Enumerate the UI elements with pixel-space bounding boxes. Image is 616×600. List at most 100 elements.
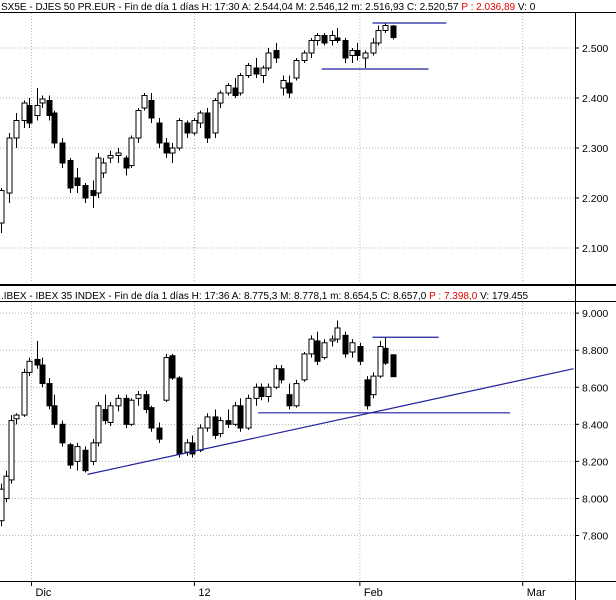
candle-up xyxy=(135,394,142,399)
y-tick-label: 2.100 xyxy=(582,243,608,255)
y-tick-label: 7.800 xyxy=(582,531,608,543)
header-top-period: Fin de día 1 días xyxy=(124,2,199,13)
header-bottom-low: m: 8.654,5 xyxy=(330,291,378,302)
header-bottom-name: IBEX 35 INDEX xyxy=(35,291,105,302)
candle-down xyxy=(364,379,371,407)
y-tick-label: 2.400 xyxy=(582,93,608,105)
y-tick-label: 8.200 xyxy=(582,456,608,468)
header-top-volume: V: 0 xyxy=(518,2,536,13)
candle-up xyxy=(0,488,5,522)
candle-down xyxy=(357,345,364,362)
header-bottom-text: .IBEX - IBEX 35 INDEX - Fin de día 1 día… xyxy=(1,291,529,302)
candle-down xyxy=(176,377,183,455)
candle-up xyxy=(21,102,28,121)
candle-up xyxy=(273,368,280,388)
candle-up xyxy=(107,405,114,423)
candle-down xyxy=(212,416,219,436)
candle-down xyxy=(334,37,341,41)
candle-down xyxy=(51,112,58,144)
candle-down xyxy=(225,420,232,425)
candle-up xyxy=(382,25,389,31)
candle-up xyxy=(253,386,260,399)
candle-up xyxy=(245,65,252,76)
candle-up xyxy=(169,147,176,154)
header-bottom-prev: P : 7.398,0 xyxy=(429,291,478,302)
candle-down xyxy=(253,67,260,75)
candle-up xyxy=(204,416,211,429)
candle-down xyxy=(123,157,130,169)
candle-down xyxy=(232,87,239,96)
candle-down xyxy=(67,160,74,189)
candle-up xyxy=(191,120,198,134)
candle-down xyxy=(342,334,349,355)
candle-up xyxy=(90,442,97,462)
candle-up xyxy=(8,420,15,481)
header-bottom-close: C: 8.657,0 xyxy=(380,291,427,302)
candle-up xyxy=(375,30,382,44)
candle-down xyxy=(148,407,155,429)
candle-up xyxy=(34,105,41,116)
candle-up xyxy=(349,50,356,56)
candle-down xyxy=(258,386,265,398)
candle-up xyxy=(225,85,232,94)
panel-separator xyxy=(0,284,616,286)
candle-up xyxy=(237,75,244,94)
x-tick-label: Mar xyxy=(527,587,546,599)
candle-up xyxy=(163,357,170,401)
candle-down xyxy=(148,100,155,119)
x-tick-label: 12 xyxy=(198,587,210,599)
candle-up xyxy=(95,405,102,444)
header-top-symbol: SX5E xyxy=(1,2,27,13)
candle-down xyxy=(286,394,293,407)
candle-down xyxy=(169,355,176,379)
y-tick-label: 2.300 xyxy=(582,143,608,155)
candle-down xyxy=(123,397,130,425)
candle-down xyxy=(39,364,46,385)
candle-up xyxy=(301,52,308,61)
header-top-close: C: 2.520,57 xyxy=(407,2,459,13)
candle-up xyxy=(260,67,267,76)
date-axis-border xyxy=(0,581,616,582)
candle-up xyxy=(308,338,315,355)
candle-up xyxy=(370,375,377,396)
candle-up xyxy=(74,446,81,462)
x-tick-label: Dic xyxy=(36,587,52,599)
candle-up xyxy=(26,360,33,373)
header-bottom-open: A: 8.775,3 xyxy=(232,291,278,302)
candle-down xyxy=(67,444,74,466)
candle-up xyxy=(314,35,321,41)
candle-down xyxy=(390,354,397,378)
candle-up xyxy=(377,345,384,377)
candle-down xyxy=(90,190,97,196)
candle-up xyxy=(13,414,20,420)
candle-down xyxy=(184,122,191,134)
candle-down xyxy=(143,394,150,410)
y-tick-label: 9.000 xyxy=(582,308,608,320)
candle-down xyxy=(26,105,33,124)
candle-up xyxy=(301,353,308,381)
panel-top-plot: 2.500 2.400 2.300 2.200 2.100 xyxy=(0,13,608,283)
candle-down xyxy=(59,142,66,164)
candle-up xyxy=(293,383,300,407)
candle-down xyxy=(382,347,389,364)
candle-up xyxy=(265,386,272,398)
candle-up xyxy=(293,60,300,79)
candle-up xyxy=(21,371,28,416)
candle-up xyxy=(128,399,135,425)
candle-up xyxy=(107,155,114,159)
candle-down xyxy=(237,405,244,429)
header-bottom-high: M: 8.778,1 xyxy=(280,291,328,302)
header-bottom-volume: V: 179.455 xyxy=(480,291,528,302)
candle-up xyxy=(115,152,122,156)
candle-up xyxy=(0,190,5,224)
candle-down xyxy=(321,35,328,44)
candle-down xyxy=(34,358,41,366)
panel-bottom: .IBEX - IBEX 35 INDEX - Fin de día 1 día… xyxy=(1,291,529,302)
candle-up xyxy=(370,42,377,54)
header-top-high: M: 2.546,12 xyxy=(296,2,349,13)
candle-up xyxy=(321,342,328,359)
candle-up xyxy=(3,475,10,499)
x-tick-label: Feb xyxy=(364,587,383,599)
candle-down xyxy=(314,340,321,362)
